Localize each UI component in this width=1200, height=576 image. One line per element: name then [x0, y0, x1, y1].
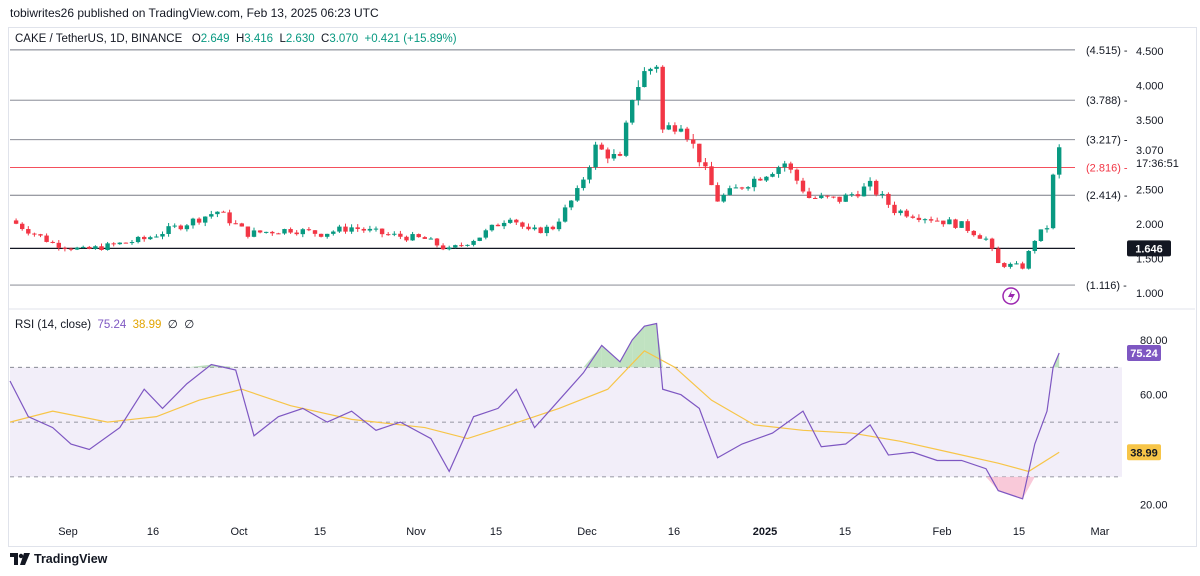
rsi-value: 75.24	[97, 319, 127, 331]
symbol-legend: CAKE / TetherUS, 1D, BINANCE O2.649 H3.4…	[15, 33, 457, 45]
high-value: 3.416	[244, 33, 274, 45]
rsi-label[interactable]: RSI (14, close)	[15, 319, 92, 331]
rsi-extra-2: ∅	[184, 319, 195, 331]
tradingview-logo-icon	[10, 553, 30, 565]
rsi-extra-1: ∅	[167, 319, 178, 331]
open-value: 2.649	[200, 33, 230, 45]
publisher-line: tobiwrites26 published on TradingView.co…	[10, 6, 379, 20]
low-value: 2.630	[285, 33, 315, 45]
symbol-name[interactable]: CAKE / TetherUS, 1D, BINANCE	[15, 33, 183, 45]
rsi-ma-value: 38.99	[132, 319, 162, 331]
change-value: +0.421 (+15.89%)	[364, 33, 457, 45]
tradingview-logo[interactable]: TradingView	[10, 552, 107, 566]
rsi-legend: RSI (14, close) 75.24 38.99 ∅ ∅	[15, 317, 194, 331]
brand-name: TradingView	[34, 552, 108, 566]
close-value: 3.070	[329, 33, 359, 45]
chart-frame	[8, 27, 1197, 547]
